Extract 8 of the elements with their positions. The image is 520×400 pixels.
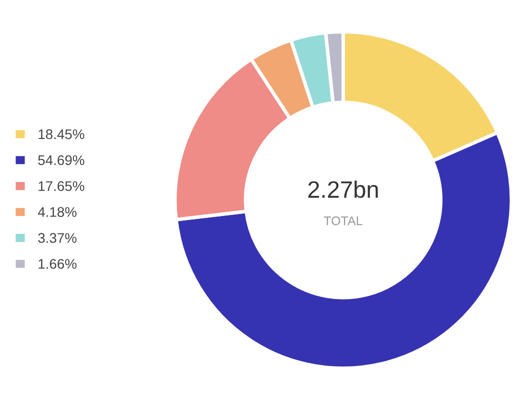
legend-label: 54.69% xyxy=(38,155,84,166)
legend-label: 3.37% xyxy=(38,233,76,243)
legend-label: 17.65% xyxy=(38,181,84,192)
legend-label: 1.66% xyxy=(38,258,76,269)
text: 2.27bn xyxy=(308,180,378,198)
legend-label: 18.45% xyxy=(38,129,84,140)
legend-label: 4.18% xyxy=(38,207,76,217)
text: TOTAL xyxy=(324,216,362,226)
